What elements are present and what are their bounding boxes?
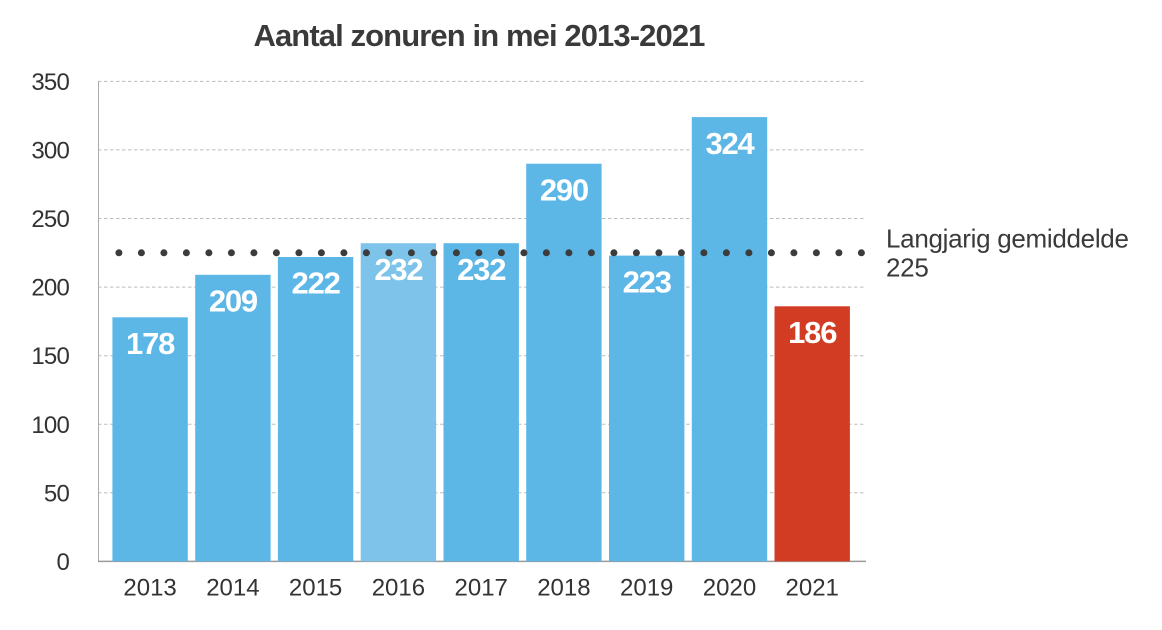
svg-text:2018: 2018 (537, 575, 590, 602)
svg-text:232: 232 (374, 252, 422, 287)
svg-text:Aantal zonuren in mei 2013-202: Aantal zonuren in mei 2013-2021 (253, 18, 705, 53)
svg-text:150: 150 (31, 343, 69, 370)
svg-text:2014: 2014 (206, 575, 259, 602)
svg-text:324: 324 (705, 126, 755, 161)
svg-text:50: 50 (44, 480, 70, 507)
svg-text:2019: 2019 (620, 575, 673, 602)
svg-text:2020: 2020 (703, 575, 756, 602)
svg-text:209: 209 (209, 284, 258, 319)
svg-text:0: 0 (56, 549, 69, 576)
svg-text:Langjarig gemiddelde: Langjarig gemiddelde (886, 224, 1129, 254)
svg-text:100: 100 (31, 412, 69, 439)
svg-text:222: 222 (292, 266, 340, 301)
svg-text:290: 290 (540, 172, 588, 207)
svg-text:2013: 2013 (123, 575, 176, 602)
svg-text:223: 223 (623, 264, 672, 299)
svg-text:186: 186 (788, 315, 837, 350)
svg-text:225: 225 (886, 253, 928, 283)
svg-text:2021: 2021 (786, 575, 839, 602)
svg-text:178: 178 (126, 326, 175, 361)
svg-text:300: 300 (31, 137, 69, 164)
svg-text:2016: 2016 (372, 575, 425, 602)
svg-text:200: 200 (31, 275, 69, 302)
svg-text:350: 350 (31, 69, 69, 96)
svg-text:250: 250 (31, 206, 69, 233)
svg-text:2017: 2017 (455, 575, 508, 602)
svg-text:2015: 2015 (289, 575, 342, 602)
svg-text:232: 232 (457, 252, 505, 287)
